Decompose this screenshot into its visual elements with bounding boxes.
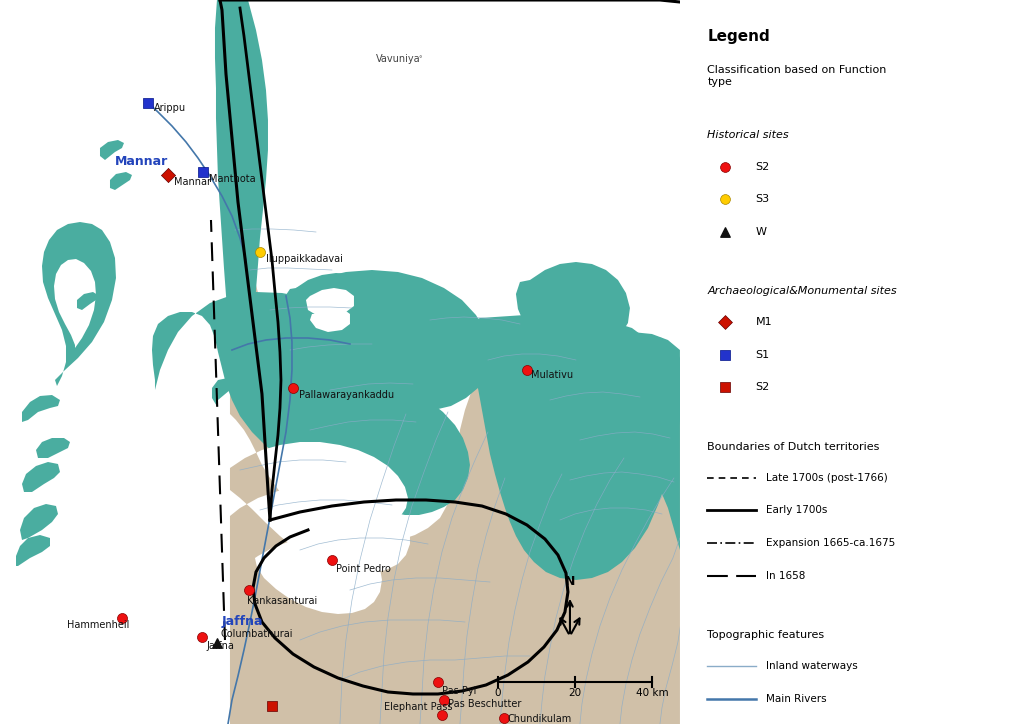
Point: [717, 382, 733, 393]
Text: N: N: [565, 575, 575, 588]
Text: Late 1700s (post-1766): Late 1700s (post-1766): [766, 473, 888, 483]
Polygon shape: [470, 314, 680, 580]
Point: [140, 97, 157, 109]
Text: 0: 0: [495, 688, 501, 698]
Text: S2: S2: [756, 382, 770, 392]
Text: Archaeological&Monumental sites: Archaeological&Monumental sites: [708, 286, 897, 296]
Text: S1: S1: [756, 350, 770, 360]
Polygon shape: [16, 535, 50, 566]
Point: [264, 700, 281, 712]
Polygon shape: [54, 259, 96, 348]
Polygon shape: [296, 270, 489, 412]
Text: Columbathurai: Columbathurai: [221, 629, 294, 639]
Polygon shape: [42, 222, 116, 386]
Text: Pas Pyl: Pas Pyl: [442, 686, 476, 696]
Polygon shape: [212, 406, 408, 530]
Polygon shape: [110, 172, 132, 190]
Text: Manthota: Manthota: [209, 174, 256, 184]
Point: [209, 637, 225, 649]
Polygon shape: [152, 292, 418, 477]
Polygon shape: [77, 292, 98, 310]
Text: In 1658: In 1658: [766, 571, 805, 581]
Text: Legend: Legend: [708, 29, 770, 44]
Polygon shape: [22, 395, 60, 422]
Point: [285, 382, 301, 394]
Text: Inland waterways: Inland waterways: [766, 661, 858, 671]
Text: Topographic features: Topographic features: [708, 630, 824, 640]
Polygon shape: [22, 462, 60, 492]
Point: [324, 554, 340, 565]
Text: M1: M1: [756, 317, 772, 327]
Point: [717, 316, 733, 328]
Text: W: W: [756, 227, 767, 237]
Text: Chundikulam: Chundikulam: [508, 714, 572, 724]
Text: Pas Beschutter: Pas Beschutter: [447, 699, 521, 709]
Text: Mannar: Mannar: [174, 177, 211, 187]
Text: Historical sites: Historical sites: [708, 130, 790, 140]
Text: Boundaries of Dutch territories: Boundaries of Dutch territories: [708, 442, 880, 452]
Polygon shape: [509, 318, 682, 550]
Polygon shape: [516, 262, 630, 354]
Polygon shape: [590, 332, 680, 724]
Text: Hammenheil: Hammenheil: [67, 620, 129, 630]
Point: [241, 584, 257, 596]
Polygon shape: [214, 484, 410, 573]
Polygon shape: [286, 273, 378, 320]
Point: [194, 631, 210, 643]
Text: S3: S3: [756, 194, 770, 204]
Polygon shape: [488, 396, 542, 432]
Text: Iluppaikkadavai: Iluppaikkadavai: [266, 254, 343, 264]
Point: [496, 712, 512, 724]
Point: [252, 246, 268, 258]
Text: 40 km: 40 km: [636, 688, 669, 698]
Text: Pallawarayankaddu: Pallawarayankaddu: [299, 390, 394, 400]
Text: Elephant Pass: Elephant Pass: [384, 702, 453, 712]
Point: [114, 613, 130, 624]
Polygon shape: [306, 288, 354, 316]
Text: Point Pedro: Point Pedro: [336, 564, 391, 574]
Text: Arippu: Arippu: [154, 103, 186, 113]
Point: [717, 226, 733, 237]
Text: Kankasanturai: Kankasanturai: [247, 596, 317, 606]
Point: [434, 710, 451, 721]
Polygon shape: [310, 308, 350, 332]
Polygon shape: [100, 140, 124, 160]
Text: 20: 20: [568, 688, 582, 698]
Text: °: °: [418, 56, 422, 62]
Text: Main Rivers: Main Rivers: [766, 694, 826, 704]
Point: [436, 694, 453, 706]
Polygon shape: [255, 537, 382, 614]
Text: Jaffna: Jaffna: [222, 615, 263, 628]
Point: [717, 161, 733, 172]
Polygon shape: [36, 438, 70, 458]
Text: S2: S2: [756, 161, 770, 172]
Polygon shape: [494, 440, 558, 476]
Text: Jaffna: Jaffna: [206, 641, 233, 651]
Polygon shape: [217, 0, 680, 724]
Text: Early 1700s: Early 1700s: [766, 505, 827, 515]
Point: [160, 169, 176, 181]
Text: Mulativu: Mulativu: [531, 370, 573, 380]
Point: [519, 364, 536, 376]
Text: Mannar: Mannar: [115, 155, 168, 168]
Polygon shape: [215, 0, 268, 385]
Polygon shape: [212, 370, 470, 515]
Text: Vavuniya: Vavuniya: [376, 54, 421, 64]
Point: [717, 349, 733, 361]
Polygon shape: [20, 504, 58, 540]
Point: [430, 676, 446, 688]
Text: Classification based on Function
type: Classification based on Function type: [708, 65, 887, 87]
Point: [195, 167, 211, 178]
Point: [717, 193, 733, 205]
Text: Expansion 1665-ca.1675: Expansion 1665-ca.1675: [766, 538, 895, 548]
